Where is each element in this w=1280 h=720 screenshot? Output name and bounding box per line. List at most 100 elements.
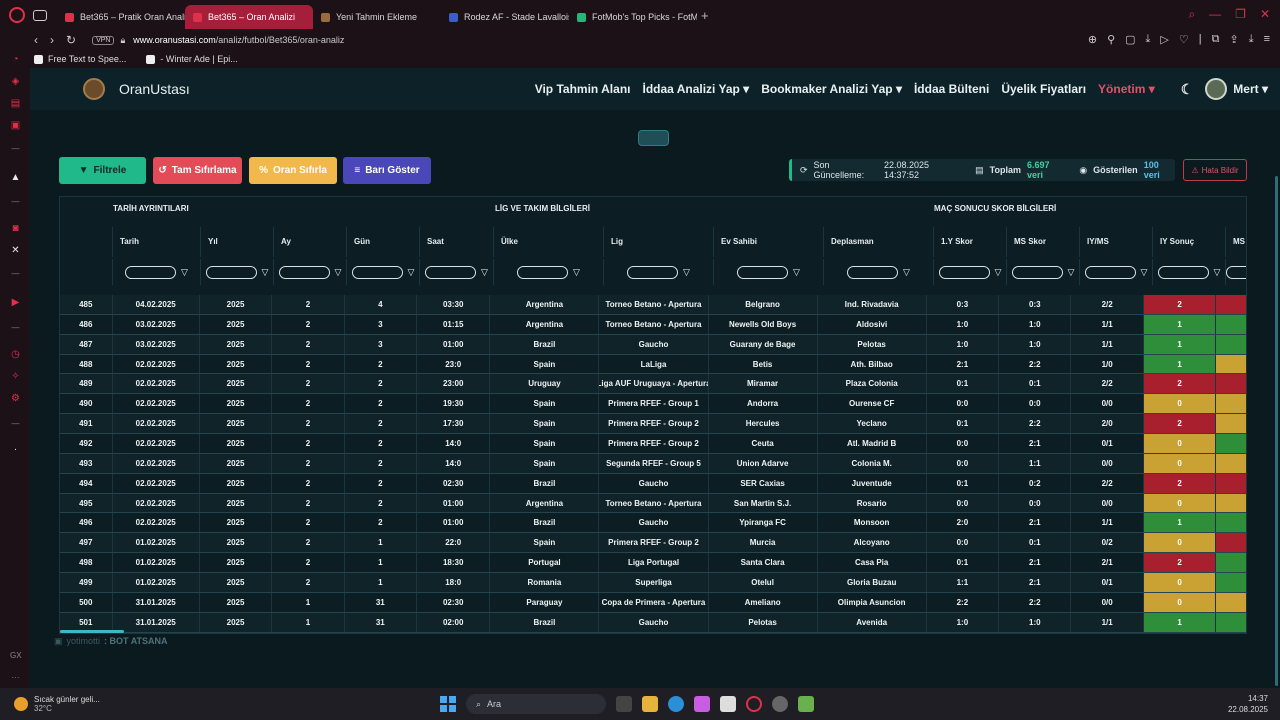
show-bar-button[interactable]: ≡ Barı Göster bbox=[343, 157, 431, 184]
table-row[interactable]: 495 02.02.2025 2025 2 2 01:00 Argentina Torneo … bbox=[60, 493, 1246, 514]
bag-icon[interactable]: ◈ bbox=[11, 76, 20, 87]
player-circle-icon[interactable]: ▶ bbox=[11, 297, 20, 308]
new-tab-icon[interactable]: + bbox=[701, 7, 709, 23]
table-row[interactable]: 496 02.02.2025 2025 2 2 01:00 Brazil Gaucho Ypir… bbox=[60, 513, 1246, 534]
sidebar-menu-icon[interactable]: ··· bbox=[11, 673, 20, 682]
column-header[interactable]: MS So bbox=[1226, 227, 1246, 257]
filter-funnel-icon[interactable]: ▽ bbox=[181, 266, 188, 277]
vertical-scrollbar[interactable] bbox=[1275, 176, 1278, 686]
browser-tab[interactable]: FotMob's Top Picks - FotMob bbox=[569, 5, 697, 29]
filter-funnel-icon[interactable]: ▽ bbox=[1067, 266, 1075, 277]
brand-name[interactable]: OranUstası bbox=[119, 81, 190, 97]
player-icon[interactable]: ▤ bbox=[10, 98, 21, 109]
extensions-icon[interactable]: ⧉ bbox=[1211, 33, 1220, 45]
share-icon[interactable]: ⇪ bbox=[1229, 34, 1239, 46]
avatar[interactable] bbox=[1205, 78, 1228, 100]
horizontal-scrollbar[interactable] bbox=[60, 630, 124, 633]
toggle-pill[interactable] bbox=[638, 130, 669, 146]
back-icon[interactable]: ‹ bbox=[34, 33, 38, 47]
filter-funnel-icon[interactable]: ▽ bbox=[261, 266, 269, 277]
music-icon[interactable]: ▣ bbox=[10, 120, 21, 131]
windows-start-icon[interactable] bbox=[440, 696, 456, 712]
edge-icon[interactable] bbox=[668, 696, 684, 712]
more-icon[interactable]: · bbox=[13, 444, 18, 455]
filter-input[interactable] bbox=[125, 265, 177, 279]
download-page-icon[interactable]: ⤓ bbox=[1145, 33, 1151, 45]
filter-input[interactable] bbox=[1157, 265, 1209, 279]
table-row[interactable]: 487 03.02.2025 2025 2 3 01:00 Brazil Gaucho Guar… bbox=[60, 334, 1246, 355]
column-header[interactable]: IY/MS bbox=[1080, 227, 1153, 257]
column-header[interactable]: MS Skor bbox=[1007, 227, 1080, 257]
opera-taskbar-icon[interactable] bbox=[746, 696, 762, 712]
table-row[interactable]: 498 01.02.2025 2025 2 1 18:30 Portugal Liga Por… bbox=[60, 553, 1246, 574]
forward-icon[interactable]: › bbox=[50, 33, 54, 47]
history-icon[interactable]: ◷ bbox=[11, 349, 20, 360]
menu-vip[interactable]: Vip Tahmin Alanı bbox=[534, 82, 631, 96]
site-logo-icon[interactable] bbox=[83, 78, 105, 100]
column-header[interactable]: Deplasman bbox=[824, 227, 934, 257]
filter-input[interactable] bbox=[737, 265, 789, 279]
copilot-icon[interactable] bbox=[694, 696, 710, 712]
minimize-icon[interactable]: — bbox=[1209, 7, 1222, 21]
user-menu[interactable]: Mert ▾ bbox=[1233, 82, 1268, 96]
file-explorer-icon[interactable] bbox=[642, 696, 658, 712]
filter-funnel-icon[interactable]: ▽ bbox=[994, 266, 1002, 277]
pin-icon[interactable]: ⚲ bbox=[1107, 34, 1116, 46]
column-header[interactable]: Lig bbox=[604, 227, 714, 257]
table-row[interactable]: 497 01.02.2025 2025 2 1 22:0 Spain Primera RFEF… bbox=[60, 533, 1246, 554]
column-header[interactable]: Ay bbox=[274, 227, 347, 257]
filter-funnel-icon[interactable]: ▽ bbox=[1213, 266, 1221, 277]
table-row[interactable]: 486 03.02.2025 2025 2 3 01:15 Argentina Torneo … bbox=[60, 314, 1246, 335]
bookmark-item[interactable]: - Winter Ade | Epi... bbox=[146, 54, 238, 64]
column-header[interactable]: Ev Sahibi bbox=[714, 227, 824, 257]
browser-tab[interactable]: Rodez AF - Stade Lavallois bbox=[441, 5, 569, 29]
table-row[interactable]: 493 02.02.2025 2025 2 2 14:0 Spain Segunda RFEF… bbox=[60, 453, 1246, 474]
filter-funnel-icon[interactable]: ▽ bbox=[1140, 266, 1148, 277]
taskbar-search[interactable]: ⌕ Ara bbox=[466, 694, 606, 714]
filter-funnel-icon[interactable]: ▽ bbox=[573, 266, 580, 277]
table-row[interactable]: 499 01.02.2025 2025 2 1 18:0 Romania Superliga O… bbox=[60, 573, 1246, 593]
table-row[interactable]: 492 02.02.2025 2025 2 2 14:0 Spain Primera RFEF… bbox=[60, 434, 1246, 454]
column-header[interactable]: Yıl bbox=[201, 227, 274, 257]
reset-odds-button[interactable]: % Oran Sıfırla bbox=[249, 157, 337, 184]
filter-funnel-icon[interactable]: ▽ bbox=[481, 266, 488, 277]
filter-funnel-icon[interactable]: ▽ bbox=[407, 266, 415, 277]
twitch-icon[interactable]: ◙ bbox=[12, 223, 19, 234]
bookmark-item[interactable]: Free Text to Spee... bbox=[34, 54, 126, 64]
browser-tab[interactable]: Bet365 – Pratik Oran Analiz bbox=[57, 5, 185, 29]
table-row[interactable]: 490 02.02.2025 2025 2 2 19:30 Spain Primera RFE… bbox=[60, 394, 1246, 415]
close-icon[interactable]: ✕ bbox=[1259, 7, 1270, 21]
table-row[interactable]: 488 02.02.2025 2025 2 2 23:0 Spain LaLiga Betis A… bbox=[60, 354, 1246, 375]
system-clock[interactable]: 14:37 22.08.2025 bbox=[1228, 693, 1268, 715]
table-row[interactable]: 501 31.01.2025 2025 1 31 02:00 Brazil Gaucho Pel… bbox=[60, 612, 1246, 633]
menu-icon[interactable]: ≡ bbox=[1263, 33, 1270, 45]
moon-icon[interactable]: ☾ bbox=[1180, 80, 1194, 97]
opera-logo-icon[interactable] bbox=[9, 7, 25, 23]
lock-icon[interactable]: 🔒︎ bbox=[120, 34, 126, 45]
heart-icon[interactable]: ♡ bbox=[1178, 34, 1189, 46]
extensions-sidebar-icon[interactable]: ✧ bbox=[11, 371, 20, 382]
column-header[interactable] bbox=[60, 227, 113, 257]
weather-widget[interactable]: Sıcak günler geli... 32°C bbox=[14, 695, 100, 713]
column-header[interactable]: 1.Y Skor bbox=[934, 227, 1007, 257]
column-header[interactable]: IY Sonuç bbox=[1153, 227, 1226, 257]
filter-input[interactable] bbox=[847, 265, 899, 279]
full-reset-button[interactable]: ↺ Tam Sıfırlama bbox=[153, 157, 242, 184]
menu-bookmaker-analysis[interactable]: Bookmaker Analizi Yap ▾ bbox=[761, 82, 902, 96]
x-icon[interactable]: ✕ bbox=[11, 245, 20, 256]
aria-icon[interactable]: ◔ bbox=[12, 54, 19, 65]
maximize-icon[interactable]: ❐ bbox=[1235, 7, 1246, 21]
menu-membership[interactable]: Üyelik Fiyatları bbox=[1001, 82, 1087, 96]
column-header[interactable]: Saat bbox=[420, 227, 494, 257]
filter-input[interactable] bbox=[1226, 265, 1246, 279]
downloads-icon[interactable]: ⤓ bbox=[1248, 33, 1254, 45]
media-taskbar-icon[interactable] bbox=[798, 696, 814, 712]
column-header[interactable]: Gün bbox=[347, 227, 420, 257]
column-header[interactable]: Tarih bbox=[113, 227, 201, 257]
snapshot-icon[interactable]: ▢ bbox=[1125, 34, 1136, 46]
store-icon[interactable] bbox=[720, 696, 736, 712]
table-row[interactable]: 485 04.02.2025 2025 2 4 03:30 Argentina Torneo … bbox=[60, 295, 1246, 315]
browser-tab[interactable]: Bet365 – Oran Analizi bbox=[185, 5, 313, 29]
table-row[interactable]: 491 02.02.2025 2025 2 2 17:30 Spain Primera RFE… bbox=[60, 414, 1246, 435]
filter-funnel-icon[interactable]: ▽ bbox=[793, 266, 800, 277]
